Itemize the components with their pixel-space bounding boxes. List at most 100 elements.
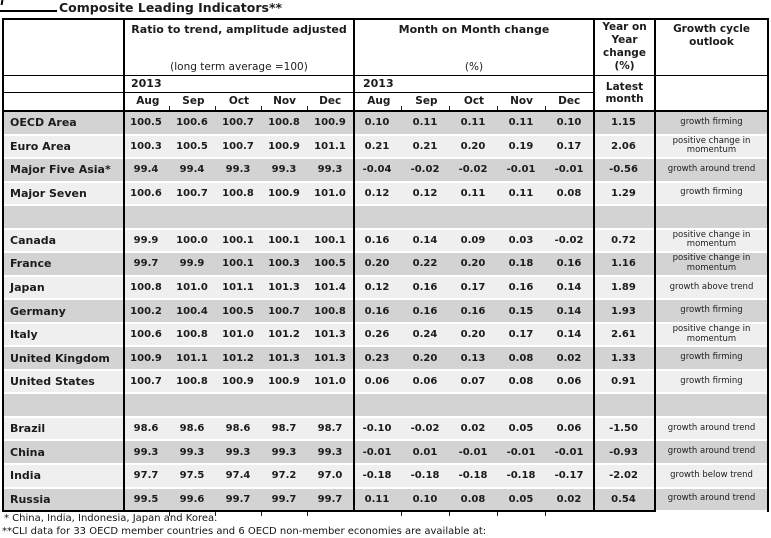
- outlook-cell: positive change in momentum: [672, 135, 751, 156]
- tick-mark: [307, 512, 308, 516]
- mom-cell: 0.20: [364, 258, 390, 270]
- table-left-border: [2, 18, 4, 512]
- table-row: France 99.7 99.9 100.1 100.3 100.5 0.20 0.22 0.2…: [2, 253, 769, 275]
- mom-group-title: Month on Month change: [398, 23, 550, 36]
- mom-cell: 0.02: [556, 493, 582, 505]
- top-border-fragment: [0, 10, 57, 12]
- tick-mark: [261, 106, 262, 110]
- ratio-cell: 99.3: [225, 446, 251, 458]
- ratio-cell: 100.7: [176, 187, 208, 199]
- ratio-cell: 100.8: [314, 305, 346, 317]
- mom-cell: -0.01: [506, 164, 536, 176]
- mom-cell: -0.18: [410, 470, 440, 482]
- mom-cell: 0.22: [412, 258, 438, 270]
- tick-mark: [449, 106, 450, 110]
- table-top-border: [2, 18, 769, 20]
- mom-cell: 0.14: [556, 281, 582, 293]
- mom-cell: 0.24: [412, 329, 438, 341]
- ratio-cell: 99.3: [271, 446, 297, 458]
- row-label: OECD Area: [10, 116, 77, 130]
- ratio-cell: 100.6: [130, 187, 162, 199]
- tick-mark: [497, 512, 498, 516]
- mom-cell: 0.20: [412, 352, 438, 364]
- table-bottom-border: [2, 510, 656, 512]
- mom-cell: 0.11: [508, 187, 534, 199]
- table-body: OECD Area 100.5 100.6 100.7 100.8 100.9 0.10 0.…: [2, 112, 769, 511]
- row-label: Euro Area: [10, 139, 71, 153]
- yoy-cell: 1.93: [611, 305, 636, 317]
- ratio-cell: 100.1: [268, 234, 300, 246]
- ratio-cell: 100.7: [130, 376, 162, 388]
- ratio-cell: 101.3: [314, 352, 346, 364]
- outlook-cell: growth above trend: [669, 281, 754, 292]
- outlook-cell: growth below trend: [670, 469, 753, 480]
- mom-cell: 0.14: [412, 234, 438, 246]
- ratio-cell: 101.3: [268, 352, 300, 364]
- mom-cell: 0.11: [412, 117, 438, 129]
- mom-cell: 0.16: [508, 281, 534, 293]
- ratio-cell: 99.9: [133, 234, 159, 246]
- ratio-cell: 100.8: [176, 329, 208, 341]
- ratio-cell: 100.9: [268, 140, 300, 152]
- ratio-cell: 100.3: [130, 140, 162, 152]
- mom-cell: 0.12: [364, 187, 390, 199]
- ratio-cell: 98.6: [179, 423, 205, 435]
- mom-cell: -0.02: [554, 234, 584, 246]
- mom-cell: 0.06: [556, 376, 582, 388]
- yoy-cell: 2.06: [611, 140, 636, 152]
- ratio-cell: 99.6: [179, 493, 205, 505]
- outlook-cell: growth firming: [680, 116, 743, 127]
- tick-mark: [449, 512, 450, 516]
- tick-mark: [169, 512, 170, 516]
- yoy-outlook-divider: [654, 18, 656, 512]
- row-label: Major Five Asia*: [10, 163, 111, 177]
- ratio-cell: 99.7: [317, 493, 343, 505]
- cli-table: Ratio to trend, amplitude adjusted (long…: [2, 18, 769, 516]
- ratio-cell: 99.3: [225, 164, 251, 176]
- cropped-text-artifact: [0, 0, 4, 6]
- label-column-divider: [123, 18, 125, 512]
- yoy-cell: -0.56: [609, 164, 638, 176]
- ratio-cell: 100.9: [130, 352, 162, 364]
- mom-cell: 0.10: [364, 117, 390, 129]
- ratio-cell: 97.5: [179, 470, 205, 482]
- mom-cell: 0.06: [412, 376, 438, 388]
- ratio-cell: 98.7: [317, 423, 343, 435]
- mom-cell: 0.11: [508, 117, 534, 129]
- yoy-cell: 0.72: [611, 234, 636, 246]
- yoy-cell: 2.61: [611, 329, 636, 341]
- ratio-cell: 100.5: [130, 117, 162, 129]
- ratio-cell: 100.6: [130, 329, 162, 341]
- ratio-cell: 100.1: [222, 234, 254, 246]
- ratio-cell: 99.3: [317, 446, 343, 458]
- table-row: Russia 99.5 99.6 99.7 99.7 99.7 0.11 0.10 0.08 0.…: [2, 488, 769, 511]
- row-label: Italy: [10, 328, 38, 342]
- mom-cell: 0.15: [508, 305, 534, 317]
- month-header-cell: Nov: [510, 95, 533, 107]
- outlook-cell: positive change in momentum: [672, 323, 751, 344]
- mom-cell: 0.17: [556, 140, 582, 152]
- table-row: Germany 100.2 100.4 100.5 100.7 100.8 0.16 0.16…: [2, 300, 769, 322]
- mom-cell: 0.12: [364, 281, 390, 293]
- row-label: Canada: [10, 233, 57, 247]
- outlook-cell: growth around trend: [667, 446, 756, 457]
- mom-cell: 0.05: [508, 423, 534, 435]
- tick-mark: [215, 106, 216, 110]
- ratio-cell: 101.0: [314, 187, 346, 199]
- ratio-cell: 100.9: [268, 376, 300, 388]
- mom-cell: -0.01: [458, 446, 488, 458]
- ratio-cell: 97.2: [271, 470, 297, 482]
- row-label: Brazil: [10, 422, 46, 436]
- ratio-cell: 101.0: [176, 281, 208, 293]
- ratio-group-header: Ratio to trend, amplitude adjusted (long…: [125, 23, 353, 73]
- yoy-cell: 1.29: [611, 187, 636, 199]
- outlook-cell: growth firming: [680, 352, 743, 363]
- ratio-cell: 99.7: [271, 493, 297, 505]
- footnote-cli: **CLI data for 33 OECD member countries …: [2, 526, 487, 537]
- mom-cell: 0.21: [364, 140, 390, 152]
- mom-cell: 0.20: [460, 258, 486, 270]
- outlook-cell: growth firming: [680, 375, 743, 386]
- spacer-row: [2, 394, 769, 416]
- yoy-cell: 1.33: [611, 352, 636, 364]
- row-label: United Kingdom: [10, 351, 110, 365]
